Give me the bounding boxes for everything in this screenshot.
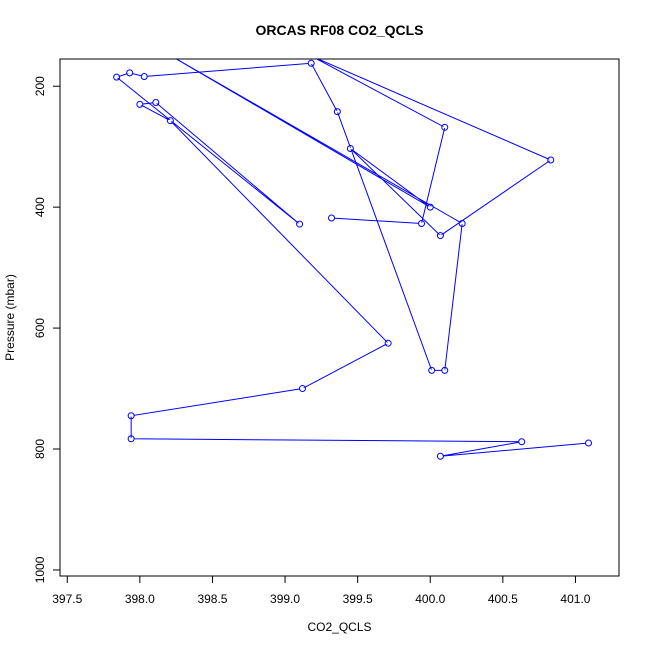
y-tick-label: 600	[33, 318, 47, 338]
data-point	[441, 366, 449, 374]
x-tick-label: 398.0	[125, 592, 155, 606]
data-point	[328, 214, 336, 222]
x-tick-label: 399.5	[343, 592, 373, 606]
y-tick-label: 400	[33, 197, 47, 217]
x-tick-label: 401.0	[560, 592, 590, 606]
data-point	[436, 232, 444, 240]
data-point	[441, 123, 449, 131]
data-point	[127, 435, 135, 443]
y-tick-label: 200	[33, 76, 47, 96]
x-tick-label: 400.0	[415, 592, 445, 606]
data-point	[547, 156, 555, 164]
data-point	[152, 99, 160, 107]
data-point	[296, 220, 304, 228]
data-point	[136, 100, 144, 108]
x-axis: 397.5 398.0 398.5 399.0 399.5 400.0 400.5 401.0	[52, 575, 591, 606]
data-point	[418, 219, 426, 227]
data-point	[428, 366, 436, 374]
x-tick-label: 399.0	[270, 592, 300, 606]
y-tick-label: 1000	[33, 556, 47, 583]
x-axis-label: CO2_QCLS	[307, 620, 371, 634]
data-point	[436, 452, 444, 460]
series-line	[115, 59, 589, 457]
x-tick-label: 400.5	[488, 592, 518, 606]
data-point	[518, 438, 526, 446]
data-point	[458, 219, 466, 227]
data-point	[126, 69, 134, 77]
y-axis-label: Pressure (mbar)	[3, 274, 17, 361]
data-point	[127, 412, 135, 420]
y-tick-label: 800	[33, 439, 47, 459]
data-point	[307, 59, 315, 67]
data-point	[346, 144, 354, 152]
data-point	[113, 73, 121, 81]
data-point	[333, 108, 341, 116]
x-tick-label: 397.5	[52, 592, 82, 606]
x-tick-label: 398.5	[197, 592, 227, 606]
data-point	[298, 385, 306, 393]
data-point	[166, 117, 174, 125]
data-point	[585, 439, 593, 447]
data-point	[140, 73, 148, 81]
data-point	[384, 339, 392, 347]
y-axis: 200 400 600 800 1000	[33, 76, 61, 583]
data-point	[426, 203, 434, 211]
plot-area	[113, 59, 593, 460]
chart-title: ORCAS RF08 CO2_QCLS	[255, 22, 423, 38]
